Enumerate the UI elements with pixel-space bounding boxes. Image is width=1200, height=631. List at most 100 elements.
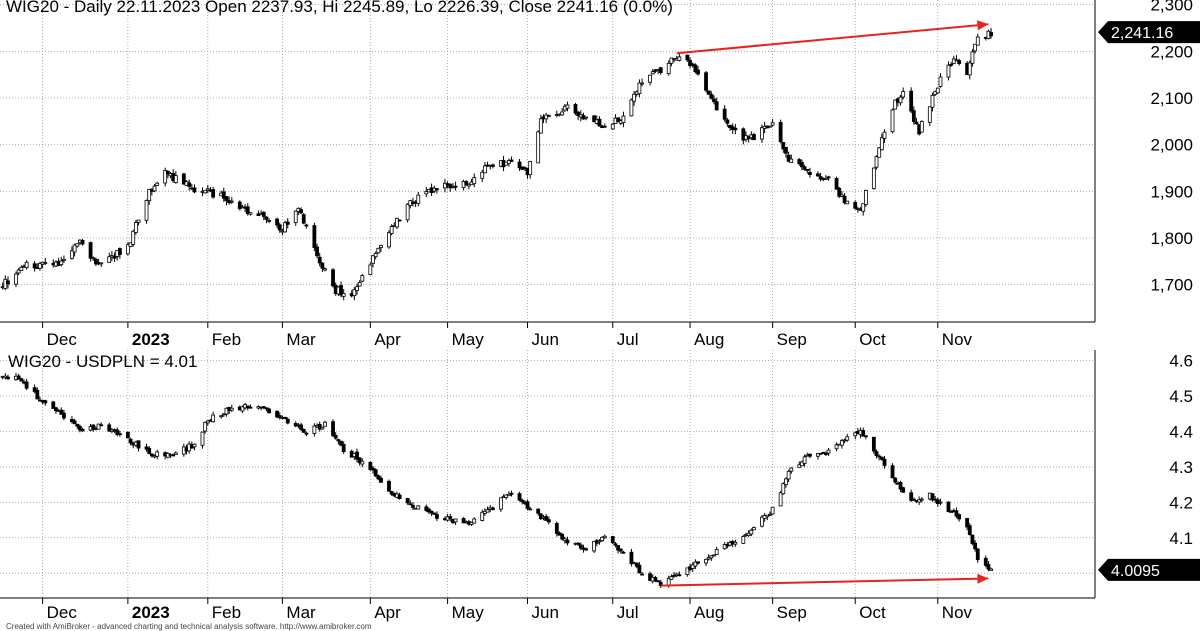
candle-body (54, 407, 58, 412)
candle-body (629, 551, 634, 565)
candle-body (967, 62, 972, 76)
candle-body (107, 424, 112, 432)
candle-body (136, 219, 141, 223)
candle-body (133, 222, 138, 233)
candle-body (229, 200, 234, 203)
candle-body (879, 456, 884, 460)
candle-body (117, 433, 122, 436)
candle-body (200, 431, 205, 446)
candle-body (275, 410, 279, 418)
candle-body (299, 424, 303, 430)
candle-body (94, 258, 98, 265)
y-tick-label: 2,100 (1150, 89, 1193, 108)
candle-body (117, 248, 122, 255)
candle-body (752, 527, 756, 531)
candle-body (152, 185, 157, 192)
candle-body (874, 451, 879, 456)
y-tick-label: 4.3 (1169, 458, 1193, 477)
candle-body (304, 432, 309, 435)
candle-body (816, 453, 820, 457)
candle-body (480, 171, 485, 179)
candle-body (834, 178, 839, 190)
y-tick-label: 2,000 (1150, 136, 1193, 155)
candle-body (826, 176, 831, 179)
x-tick-label: May (452, 603, 485, 622)
candle-body (376, 475, 381, 480)
candle-body (565, 104, 570, 109)
candle-body (357, 457, 362, 464)
trend-arrow-head (977, 20, 989, 31)
candle-body (480, 511, 485, 521)
candle-body (898, 481, 903, 490)
candle-body (395, 217, 399, 228)
candle-body (770, 506, 775, 515)
candle-body (24, 261, 29, 269)
candle-body (658, 67, 663, 74)
candle-body (453, 185, 458, 188)
candle-body (565, 539, 570, 544)
candle-body (285, 221, 290, 225)
x-tick-label: Feb (212, 330, 241, 349)
candle-body (970, 534, 975, 544)
candle-body (147, 448, 152, 454)
trend-arrows (660, 20, 989, 587)
candle-body (951, 58, 956, 64)
candle-body (741, 128, 746, 141)
x-tick-label: Aug (694, 603, 724, 622)
candle-body (839, 440, 844, 446)
candle-body (800, 161, 804, 168)
candle-body (528, 508, 533, 511)
candle-body (600, 536, 605, 541)
candle-body (752, 134, 756, 141)
y-tick-label: 1,700 (1150, 276, 1193, 295)
candle-body (293, 210, 298, 223)
candle-body (339, 440, 343, 446)
candle-body (341, 444, 346, 453)
candle-body (954, 510, 959, 517)
candle-body (957, 60, 962, 64)
candle-body (43, 400, 48, 404)
candle-body (927, 106, 932, 123)
y-tick-label: 4.2 (1169, 493, 1193, 512)
candle-body (75, 243, 80, 247)
candle-body (770, 122, 775, 126)
y-tick-label: 4.4 (1169, 422, 1193, 441)
candle-body (685, 54, 690, 61)
candle-body (677, 574, 682, 577)
candle-body (871, 167, 876, 189)
x-tick-label: Dec (47, 330, 78, 349)
candle-body (371, 467, 375, 471)
candle-body (765, 514, 770, 518)
candle-body (173, 175, 178, 184)
candle-body (315, 246, 319, 257)
candle-body (78, 425, 82, 431)
candle-body (693, 561, 698, 567)
candle-body (472, 177, 477, 185)
candle-body (472, 518, 477, 524)
candle-body (429, 510, 434, 514)
candle-body (192, 187, 197, 193)
candle-body (245, 206, 250, 214)
candle-body (490, 164, 495, 167)
candle-body (640, 82, 644, 85)
candle-body (573, 104, 578, 114)
candle-body (760, 127, 764, 140)
candle-body (704, 558, 708, 564)
candle-body (917, 499, 922, 503)
candle-body (797, 159, 802, 165)
candle-body (784, 478, 788, 485)
candle-body (890, 465, 895, 479)
candle-body (576, 542, 581, 545)
y-tick-label: 4.1 (1169, 529, 1193, 548)
candle-body (453, 518, 458, 523)
y-tick-label: 2,300 (1150, 0, 1193, 15)
candle-body (778, 121, 783, 143)
candle-body (901, 91, 906, 98)
candle-body (911, 498, 916, 501)
candle-body (967, 525, 972, 535)
candle-body (229, 407, 234, 411)
candle-body (283, 416, 287, 420)
candle-body (355, 451, 359, 460)
candle-body (879, 137, 884, 151)
candle-body (669, 576, 674, 580)
